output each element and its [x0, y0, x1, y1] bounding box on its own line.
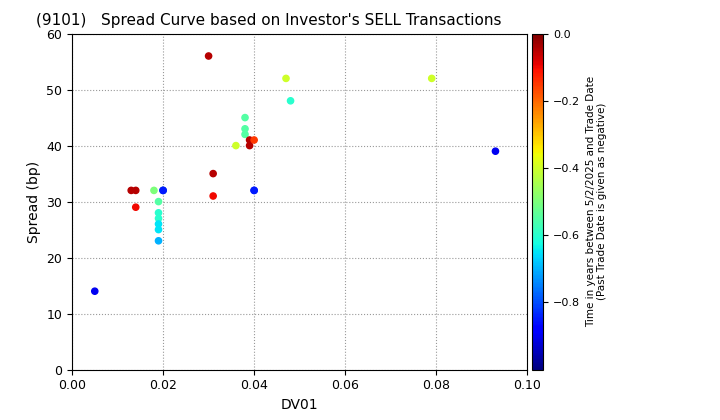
Point — [248, 187, 260, 194]
Point — [89, 288, 101, 294]
Point — [157, 187, 168, 194]
Point — [130, 187, 142, 194]
Point — [153, 210, 164, 216]
X-axis label: DV01: DV01 — [281, 398, 318, 412]
Point — [153, 220, 164, 227]
Point — [207, 170, 219, 177]
Y-axis label: Spread (bp): Spread (bp) — [27, 160, 41, 243]
Point — [207, 193, 219, 199]
Point — [244, 136, 256, 143]
Y-axis label: Time in years between 5/2/2025 and Trade Date
(Past Trade Date is given as negat: Time in years between 5/2/2025 and Trade… — [586, 76, 608, 327]
Text: (9101)   Spread Curve based on Investor's SELL Transactions: (9101) Spread Curve based on Investor's … — [35, 13, 501, 28]
Point — [157, 187, 168, 194]
Point — [153, 215, 164, 222]
Point — [153, 198, 164, 205]
Point — [230, 142, 242, 149]
Point — [130, 204, 142, 210]
Point — [244, 142, 256, 149]
Point — [239, 126, 251, 132]
Point — [157, 187, 168, 194]
Point — [239, 131, 251, 138]
Point — [490, 148, 501, 155]
Point — [285, 97, 297, 104]
Point — [248, 187, 260, 194]
Point — [153, 226, 164, 233]
Point — [280, 75, 292, 82]
Point — [153, 237, 164, 244]
Point — [148, 187, 160, 194]
Point — [203, 52, 215, 59]
Point — [125, 187, 137, 194]
Point — [239, 114, 251, 121]
Point — [248, 136, 260, 143]
Point — [426, 75, 438, 82]
